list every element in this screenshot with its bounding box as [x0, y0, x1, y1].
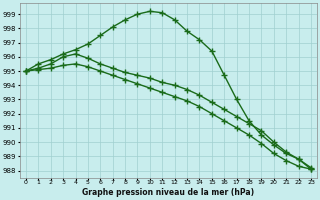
X-axis label: Graphe pression niveau de la mer (hPa): Graphe pression niveau de la mer (hPa) [83, 188, 254, 197]
